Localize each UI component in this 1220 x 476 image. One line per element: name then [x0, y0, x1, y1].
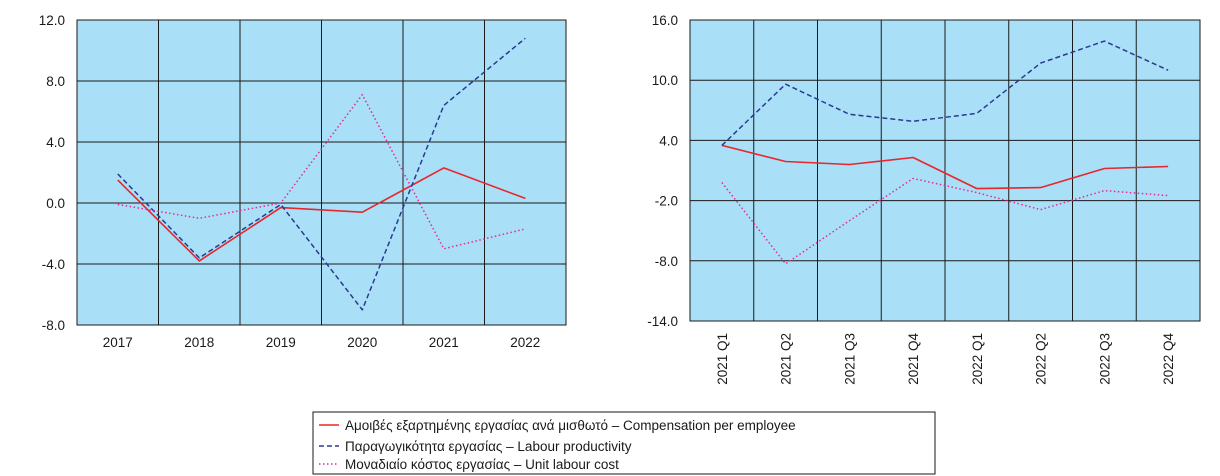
- x-tick-label: 2017: [103, 335, 133, 350]
- y-tick-label: 10.0: [652, 73, 678, 88]
- legend-label-compensation: Αμοιβές εξαρτημένης εργασίας ανά μισθωτό…: [345, 418, 796, 433]
- x-tick-label: 2022 Q3: [1097, 333, 1112, 385]
- x-tick-label: 2021 Q3: [842, 333, 857, 385]
- series-line-compensation: [117, 167, 526, 262]
- y-tick-label: -4.0: [42, 257, 65, 272]
- y-tick-label: 0.0: [46, 196, 65, 211]
- y-tick-label: 4.0: [46, 135, 65, 150]
- plot-frame: [76, 19, 567, 326]
- x-tick-label: 2021 Q4: [906, 333, 921, 385]
- y-tick-label: -2.0: [655, 194, 678, 209]
- legend-label-productivity: Παραγωγικότητα εργασίας – Labour product…: [345, 439, 632, 454]
- y-tick-label: 8.0: [46, 74, 65, 89]
- series-line-ulc: [117, 93, 526, 250]
- x-tick-label: 2022 Q2: [1034, 333, 1049, 385]
- x-tick-label: 2021 Q2: [779, 333, 794, 385]
- legend-label-ulc: Μοναδιαίο κόστος εργασίας – Unit labour …: [345, 457, 619, 472]
- x-tick-label: 2022 Q1: [970, 333, 985, 385]
- x-tick-label: 2021: [429, 335, 459, 350]
- series-line-ulc: [721, 177, 1169, 265]
- legend: Αμοιβές εξαρτημένης εργασίας ανά μισθωτό…: [312, 411, 936, 475]
- legend-item-productivity: Παραγωγικότητα εργασίας – Labour product…: [319, 439, 632, 454]
- series-line-productivity: [721, 40, 1169, 146]
- legend-item-ulc: Μοναδιαίο κόστος εργασίας – Unit labour …: [319, 457, 619, 472]
- x-tick-label: 2018: [184, 335, 214, 350]
- x-tick-label: 2022 Q4: [1161, 333, 1176, 385]
- x-tick-label: 2021 Q1: [715, 333, 730, 385]
- quarterly-chart: 16.0 10.0 4.0 -2.0 -8.0 -14.0 2021 Q1 2021 Q2 20…: [647, 13, 1201, 385]
- plot-frame: [689, 19, 1201, 322]
- annual-chart: 12.0 8.0 4.0 0.0 -4.0 -8.0 2017 2018 2019 2020 202…: [39, 13, 567, 350]
- series-line-productivity: [117, 37, 526, 311]
- y-tick-label: -8.0: [655, 254, 678, 269]
- legend-item-compensation: Αμοιβές εξαρτημένης εργασίας ανά μισθωτό…: [319, 418, 796, 433]
- y-tick-label: 4.0: [659, 133, 678, 148]
- y-tick-label: 16.0: [652, 13, 678, 28]
- y-tick-label: 12.0: [39, 13, 65, 28]
- x-tick-label: 2022: [510, 335, 540, 350]
- legend-box: [312, 411, 936, 475]
- series-line-compensation: [721, 144, 1169, 190]
- x-tick-label: 2019: [266, 335, 296, 350]
- y-tick-label: -8.0: [42, 318, 65, 333]
- y-tick-label: -14.0: [647, 314, 678, 329]
- x-tick-label: 2020: [347, 335, 377, 350]
